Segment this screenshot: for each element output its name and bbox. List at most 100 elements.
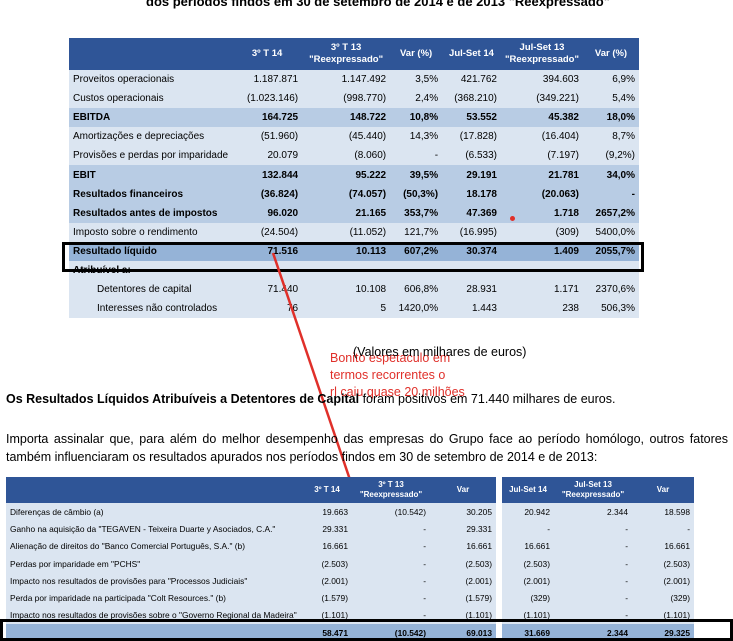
cell-value: (16.404): [501, 127, 583, 147]
cell-value: (1.579): [430, 589, 496, 607]
cell-value: 164.725: [232, 108, 303, 128]
table-row: EBIT 132.844 95.222 39,5%: [69, 165, 443, 185]
row-label: EBITDA: [69, 108, 233, 128]
row-label: EBIT: [69, 165, 233, 185]
cell-value: 21.165: [302, 203, 391, 223]
row-label: Alienação de direitos do "Banco Comercia…: [6, 537, 302, 555]
cell-value: (7.197): [501, 146, 583, 166]
cell-value: -: [554, 537, 632, 555]
section-title: Os Resultados Líquidos Atribuíveis a Det…: [6, 392, 616, 406]
cell-value: 2370,6%: [583, 280, 639, 300]
cell-value: (368.210): [442, 89, 501, 109]
table-header-row: Jul-Set 14 Jul-Set 13 "Reexpressado" Var: [502, 477, 694, 503]
table-row: Provisões e perdas por imparidade 20.079(…: [69, 146, 443, 166]
cell-value: (2.001): [430, 572, 496, 590]
cell-value: 2.344: [554, 503, 632, 521]
table-header-row: 3º T 14 3º T 13 "Reexpressado" Var: [6, 477, 496, 503]
cell-value: 506,3%: [583, 299, 639, 319]
cell-value: 20.079: [232, 146, 303, 166]
cell-value: 30.374: [442, 241, 501, 261]
cell-value: (36.824): [232, 184, 303, 204]
col-header: 3º T 13 "Reexpressado": [302, 38, 391, 70]
body-paragraph: Importa assinalar que, para além do melh…: [6, 432, 728, 464]
cell-value: 421.762: [442, 70, 501, 90]
cell-value: 16.661: [502, 537, 554, 555]
units-note: (Valores em milhares de euros): [353, 345, 527, 359]
cell-value: -: [352, 572, 430, 590]
table-row: 1.443 238 506,3%: [442, 299, 639, 319]
table-row: 29.191 21.781 34,0%: [442, 165, 639, 185]
table-row: 53.552 45.382 18,0%: [442, 108, 639, 128]
cell-value: 1.409: [501, 241, 583, 261]
cell-value: 2055,7%: [583, 241, 639, 261]
table-row: ---: [502, 520, 694, 538]
cell-value: 18.178: [442, 184, 501, 204]
col-header: Jul-Set 14: [502, 477, 554, 503]
highlight-box-net-result: [62, 242, 644, 272]
cell-value: 6,9%: [583, 70, 639, 90]
cell-value: (45.440): [302, 127, 391, 147]
cell-value: (2.001): [302, 572, 352, 590]
table-row: Diferenças de câmbio (a) 19.663 (10.542) 30…: [6, 503, 496, 521]
cell-value: 121,7%: [390, 222, 443, 242]
table-row: 20.942 2.344 18.598: [502, 503, 694, 521]
cell-value: 95.222: [302, 165, 391, 185]
table-row: Interesses não controlados7651420,0%: [69, 299, 443, 319]
cell-value: (1.579): [302, 589, 352, 607]
cell-value: 1.147.492: [302, 70, 391, 90]
cell-value: 2,4%: [390, 89, 443, 109]
cell-value: 16.661: [302, 537, 352, 555]
table-row: Ganho na aquisição da "TEGAVEN - Teixeir…: [6, 520, 496, 538]
header-blank-cell: [6, 477, 302, 503]
table-row: Proveitos operacionais 1.187.871 1.147.492…: [69, 70, 443, 90]
cell-value: -: [632, 520, 694, 538]
cell-value: -: [583, 184, 639, 204]
row-label: Resultados antes de impostos: [69, 203, 233, 223]
cell-value: -: [390, 146, 443, 166]
cell-value: 30.205: [430, 503, 496, 521]
cell-value: (2.503): [632, 554, 694, 573]
cell-value: 29.331: [302, 520, 352, 538]
table-row: (2.001) - (2.001): [502, 572, 694, 590]
cell-value: 607,2%: [390, 241, 443, 261]
row-label: Amortizações e depreciações: [69, 127, 233, 147]
cell-value: -: [502, 520, 554, 538]
row-label: Resultados financeiros: [69, 184, 233, 204]
red-dot-marker: [510, 216, 515, 221]
cell-value: 238: [501, 299, 583, 319]
cell-value: (24.504): [232, 222, 303, 242]
cell-value: 10.113: [302, 241, 391, 261]
table-row: Alienação de direitos do "Banco Comercia…: [6, 537, 496, 555]
cell-value: (16.995): [442, 222, 501, 242]
cell-value: 1.171: [501, 280, 583, 300]
factors-table-julset: Jul-Set 14 Jul-Set 13 "Reexpressado" Var …: [502, 477, 694, 641]
cell-value: (2.001): [502, 572, 554, 590]
cell-value: (2.503): [302, 554, 352, 573]
cell-value: 10.108: [302, 280, 391, 300]
cell-value: (74.057): [302, 184, 391, 204]
table-row: Resultado líquido 71.516 10.113 607,2%: [69, 241, 443, 261]
header-blank-cell: [69, 38, 233, 70]
factors-table-quarter: 3º T 14 3º T 13 "Reexpressado" Var Difere…: [6, 477, 496, 641]
table-header-row: Jul-Set 14 Jul-Set 13 "Reexpressado" Var …: [442, 38, 639, 70]
cell-value: 8,7%: [583, 127, 639, 147]
table-row: Amortizações e depreciações (51.960) (45.4…: [69, 127, 443, 147]
row-label: Perdas por imparidade em "PCHS": [6, 554, 302, 573]
cell-value: (2.503): [502, 554, 554, 573]
cell-value: 53.552: [442, 108, 501, 128]
cell-value: 132.844: [232, 165, 303, 185]
table-row: (16.995) (309) 5400,0%: [442, 222, 639, 242]
cell-value: (329): [632, 589, 694, 607]
cell-value: -: [352, 520, 430, 538]
table-row: 16.661-16.661: [502, 537, 694, 555]
table-row: Detentores de capital 71.440 10.108 606,8%: [69, 280, 443, 300]
results-table-julset: Jul-Set 14 Jul-Set 13 "Reexpressado" Var …: [442, 38, 639, 319]
cell-value: -: [352, 589, 430, 607]
table-row: Impacto nos resultados de provisões para…: [6, 572, 496, 590]
cell-value: 29.191: [442, 165, 501, 185]
cell-value: 16.661: [632, 537, 694, 555]
table-header-row: 3º T 14 3º T 13 "Reexpressado" Var (%): [69, 38, 443, 70]
cell-value: 96.020: [232, 203, 303, 223]
cell-value: 45.382: [501, 108, 583, 128]
cell-value: 21.781: [501, 165, 583, 185]
